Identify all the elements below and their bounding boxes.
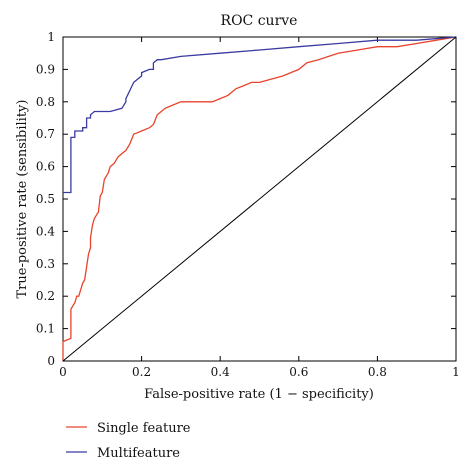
x-tick-label: 1 <box>452 365 460 379</box>
x-tick-label: 0.6 <box>289 365 308 379</box>
legend-label-multifeature: Multifeature <box>97 446 180 461</box>
plot-area: 0 0.2 0.4 0.6 0.8 1 0 0.1 0.2 0.3 0.4 0.5 0.6 0.7 0.8 0… <box>36 30 460 379</box>
y-tick-label: 0.7 <box>36 127 55 141</box>
y-tick-label: 0.2 <box>36 289 55 303</box>
x-tick-label: 0.4 <box>211 365 230 379</box>
y-tick-label: 0.1 <box>36 322 55 336</box>
legend-label-single-feature: Single feature <box>97 421 191 436</box>
series-line-multifeature <box>63 36 457 194</box>
x-tick-label: 0.8 <box>368 365 387 379</box>
x-tick-label: 0 <box>59 365 67 379</box>
series-line-single-feature <box>62 36 457 361</box>
y-axis-label: True-positive rate (sensibility) <box>15 100 30 299</box>
y-tick-label: 1 <box>47 30 55 44</box>
series-line-chance-diagonal <box>62 36 457 362</box>
y-tick-label: 0.3 <box>36 257 55 271</box>
x-tick-label: 0.2 <box>132 365 151 379</box>
legend: Single feature Multifeature <box>66 421 191 461</box>
x-axis-label: False-positive rate (1 − specificity) <box>144 387 374 402</box>
axis-ticks: 0 0.2 0.4 0.6 0.8 1 0 0.1 0.2 0.3 0.4 0.5 0.6 0.7 0.8 0… <box>36 30 460 379</box>
y-tick-label: 0.8 <box>36 95 55 109</box>
y-tick-label: 0 <box>47 354 55 368</box>
y-tick-label: 0.6 <box>36 160 55 174</box>
y-tick-label: 0.9 <box>36 62 55 76</box>
y-tick-label: 0.5 <box>36 192 55 206</box>
y-tick-label: 0.4 <box>36 224 55 238</box>
series-lines <box>62 36 457 362</box>
chart-title: ROC curve <box>221 13 298 29</box>
